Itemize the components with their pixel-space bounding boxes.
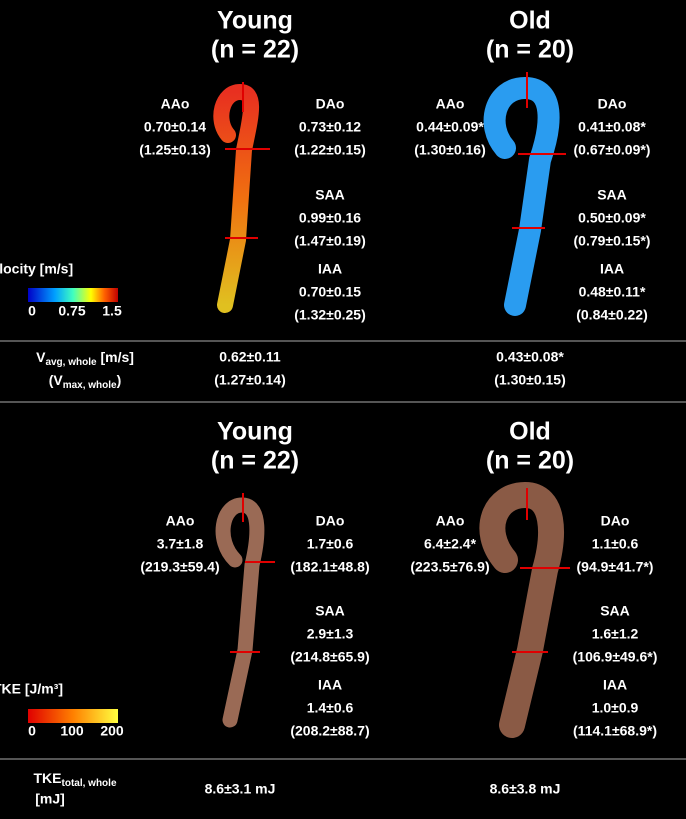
group-n: (n = 20) <box>486 36 574 64</box>
colorbar-tick: 1.5 <box>102 303 122 319</box>
segment-mean: 0.41±0.08* <box>578 119 646 135</box>
segment-max: (1.32±0.25) <box>294 307 366 323</box>
label-sub: avg, whole <box>45 357 97 368</box>
segment-max: (0.84±0.22) <box>576 307 648 323</box>
segment-name: AAo <box>436 96 465 112</box>
segment-max: (1.47±0.19) <box>294 233 366 249</box>
segment-name: SAA <box>315 603 345 619</box>
segment-mean: 1.7±0.6 <box>307 536 354 552</box>
colorbar-tick: 0 <box>28 303 36 319</box>
colorbar-label: TKE [J/m³] <box>0 681 63 697</box>
segment-max: (1.25±0.13) <box>139 142 211 158</box>
aorta-image <box>479 481 564 738</box>
segment-name: AAo <box>161 96 190 112</box>
summary-value: 8.6±3.1 mJ <box>205 781 276 797</box>
segment-mean: 2.9±1.3 <box>307 626 354 642</box>
segment-mean: 0.99±0.16 <box>299 210 361 226</box>
segment-max: (223.5±76.9) <box>410 559 489 575</box>
summary-value: (1.30±0.15) <box>494 372 566 388</box>
segment-name: DAo <box>601 513 630 529</box>
summary-value: 0.62±0.11 <box>219 349 281 365</box>
segment-max: (1.30±0.16) <box>414 142 486 158</box>
colorbar-label: Velocity [m/s] <box>0 261 73 277</box>
segment-max: (219.3±59.4) <box>140 559 219 575</box>
aorta-image <box>483 76 560 316</box>
segment-mean: 6.4±2.4* <box>424 536 477 552</box>
segment-mean: 0.73±0.12 <box>299 119 361 135</box>
summary-value: 8.6±3.8 mJ <box>490 781 561 797</box>
aorta-image <box>213 83 260 313</box>
group-title: Old <box>509 7 551 35</box>
segment-mean: 0.50±0.09* <box>578 210 646 226</box>
summary-value: (1.27±0.14) <box>214 372 286 388</box>
group-n: (n = 22) <box>211 447 299 475</box>
group-n: (n = 20) <box>486 447 574 475</box>
segment-name: DAo <box>316 513 345 529</box>
segment-max: (94.9±41.7*) <box>577 559 654 575</box>
segment-name: IAA <box>318 677 342 693</box>
segment-name: IAA <box>318 261 342 277</box>
segment-max: (106.9±49.6*) <box>573 649 658 665</box>
group-title: Old <box>509 418 551 446</box>
group-title: Young <box>217 418 293 446</box>
segment-mean: 3.7±1.8 <box>157 536 204 552</box>
label-main: V <box>36 349 46 365</box>
segment-mean: 0.70±0.14 <box>144 119 206 135</box>
label-end: ) <box>117 372 122 388</box>
segment-name: SAA <box>315 187 345 203</box>
label-sub: max, whole <box>63 380 117 391</box>
segment-mean: 0.70±0.15 <box>299 284 361 300</box>
colorbar-tick: 200 <box>100 723 124 739</box>
segment-max: (208.2±88.7) <box>290 723 369 739</box>
segment-name: SAA <box>597 187 627 203</box>
aorta-image <box>215 497 265 728</box>
segment-name: DAo <box>598 96 627 112</box>
segment-name: IAA <box>603 677 627 693</box>
plane-markers <box>225 72 570 653</box>
colorbar-tick: 0.75 <box>58 303 85 319</box>
segment-mean: 1.4±0.6 <box>307 700 354 716</box>
group-title: Young <box>217 7 293 35</box>
colorbar-tick: 100 <box>60 723 84 739</box>
summary-unit: [mJ] <box>35 791 65 807</box>
summary-label: Vavg, whole [m/s] <box>36 349 134 368</box>
colorbar-tick: 0 <box>28 723 36 739</box>
segment-mean: 1.0±0.9 <box>592 700 639 716</box>
segment-max: (0.79±0.15*) <box>574 233 651 249</box>
label-main: (V <box>49 372 64 388</box>
summary-label: TKEtotal, whole <box>34 770 117 789</box>
segment-name: AAo <box>436 513 465 529</box>
segment-mean: 1.1±0.6 <box>592 536 639 552</box>
segment-name: DAo <box>316 96 345 112</box>
segment-name: AAo <box>166 513 195 529</box>
label-main: TKE <box>34 770 62 786</box>
colorbar <box>28 709 118 723</box>
label-unit: [m/s] <box>97 349 134 365</box>
segment-name: SAA <box>600 603 630 619</box>
segment-max: (214.8±65.9) <box>290 649 369 665</box>
segment-name: IAA <box>600 261 624 277</box>
segment-mean: 1.6±1.2 <box>592 626 639 642</box>
colorbar <box>28 288 118 302</box>
label-sub: total, whole <box>62 778 117 789</box>
group-n: (n = 22) <box>211 36 299 64</box>
segment-max: (0.67±0.09*) <box>574 142 651 158</box>
segment-max: (114.1±68.9*) <box>573 723 657 739</box>
summary-value: 0.43±0.08* <box>496 349 564 365</box>
segment-max: (1.22±0.15) <box>294 142 366 158</box>
segment-mean: 0.44±0.09* <box>416 119 484 135</box>
segment-mean: 0.48±0.11* <box>579 284 646 300</box>
segment-max: (182.1±48.8) <box>290 559 369 575</box>
summary-label: (Vmax, whole) <box>49 372 122 391</box>
